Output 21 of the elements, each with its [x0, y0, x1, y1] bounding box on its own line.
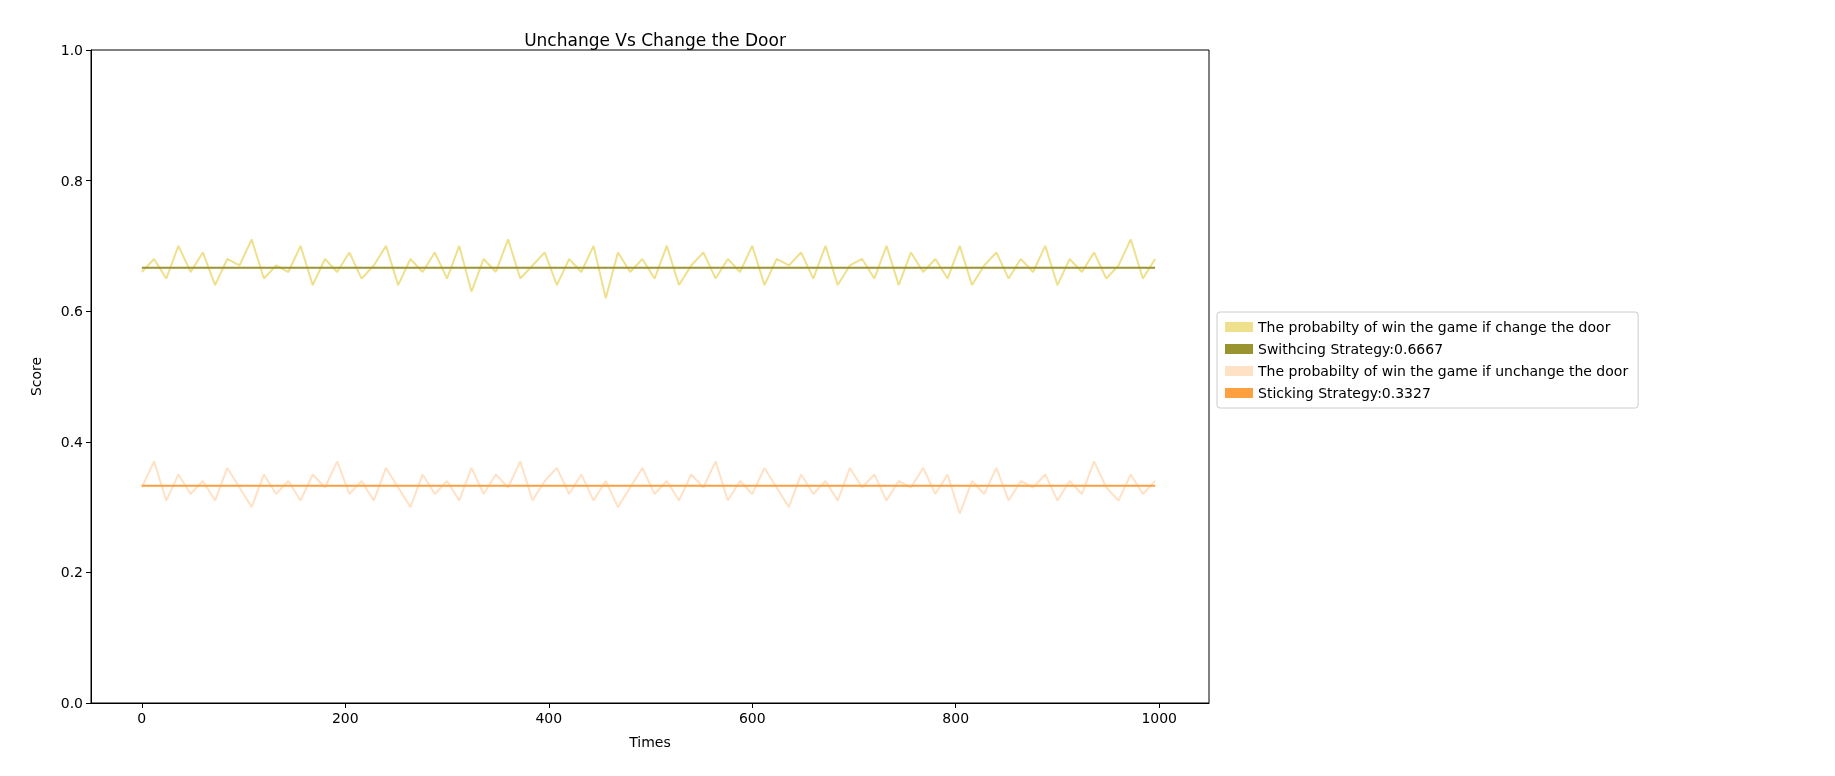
y-tick-label: 1.0 [60, 42, 83, 58]
y-tick-label: 0.6 [60, 303, 84, 320]
x-tick-label: 200 [331, 710, 359, 726]
x-tick-label: 400 [535, 710, 563, 726]
y-tick-label: 0.0 [60, 695, 83, 711]
legend-label: Swithcing Strategy:0.6667 [1258, 341, 1444, 357]
x-tick-label: 0 [137, 710, 147, 726]
chart-title: Unchange Vs Change the Door [524, 29, 786, 50]
y-tick-label: 0.4 [60, 433, 84, 450]
line-series [140, 238, 1157, 300]
y-tick-label: 0.2 [60, 564, 83, 581]
y-axis-title: Score [28, 356, 44, 397]
legend-label: The probabilty of win the game if unchange the door [1257, 363, 1629, 379]
x-tick-label: 600 [738, 710, 766, 726]
legend-label: Sticking Strategy:0.3327 [1258, 385, 1431, 401]
legend-label: The probabilty of win the game if change the door [1257, 319, 1611, 335]
x-axis-title: Times [628, 734, 671, 750]
y-tick-label: 0.8 [60, 172, 83, 189]
x-tick-label: 800 [942, 710, 970, 726]
x-tick-label: 1000 [1141, 710, 1178, 726]
line-series [140, 460, 1157, 515]
